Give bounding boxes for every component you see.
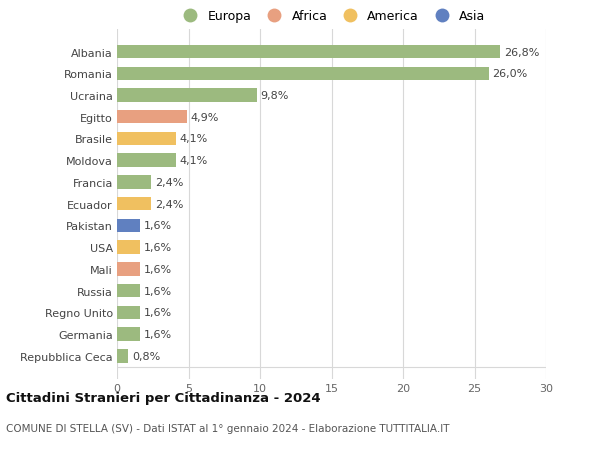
Bar — [117, 306, 140, 319]
Bar — [117, 46, 500, 59]
Bar — [117, 111, 187, 124]
Text: 1,6%: 1,6% — [143, 330, 172, 339]
Text: 26,0%: 26,0% — [493, 69, 527, 79]
Bar — [117, 176, 151, 189]
Text: 4,1%: 4,1% — [179, 134, 208, 144]
Text: 0,8%: 0,8% — [132, 351, 160, 361]
Bar — [117, 349, 128, 363]
Text: 4,1%: 4,1% — [179, 156, 208, 166]
Text: 26,8%: 26,8% — [504, 47, 539, 57]
Text: 1,6%: 1,6% — [143, 264, 172, 274]
Legend: Europa, Africa, America, Asia: Europa, Africa, America, Asia — [178, 10, 485, 23]
Text: 2,4%: 2,4% — [155, 199, 183, 209]
Text: 1,6%: 1,6% — [143, 221, 172, 231]
Bar — [117, 67, 489, 81]
Text: COMUNE DI STELLA (SV) - Dati ISTAT al 1° gennaio 2024 - Elaborazione TUTTITALIA.: COMUNE DI STELLA (SV) - Dati ISTAT al 1°… — [6, 424, 449, 433]
Bar — [117, 263, 140, 276]
Text: 1,6%: 1,6% — [143, 308, 172, 318]
Bar — [117, 328, 140, 341]
Text: 9,8%: 9,8% — [261, 91, 289, 101]
Bar — [117, 154, 176, 168]
Bar — [117, 284, 140, 298]
Bar — [117, 219, 140, 233]
Text: 4,9%: 4,9% — [191, 112, 219, 123]
Text: 2,4%: 2,4% — [155, 178, 183, 188]
Text: 1,6%: 1,6% — [143, 243, 172, 252]
Text: Cittadini Stranieri per Cittadinanza - 2024: Cittadini Stranieri per Cittadinanza - 2… — [6, 392, 320, 405]
Bar — [117, 241, 140, 254]
Bar — [117, 197, 151, 211]
Bar — [117, 133, 176, 146]
Bar — [117, 89, 257, 102]
Text: 1,6%: 1,6% — [143, 286, 172, 296]
